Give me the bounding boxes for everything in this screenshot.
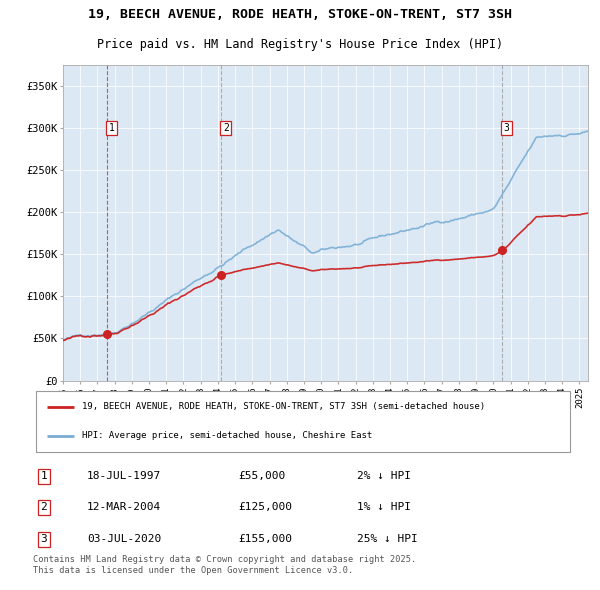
Text: 12-MAR-2004: 12-MAR-2004 [87,502,161,512]
Text: £55,000: £55,000 [238,471,286,481]
Text: 1: 1 [40,471,47,481]
Text: 2: 2 [40,502,47,512]
Text: 19, BEECH AVENUE, RODE HEATH, STOKE-ON-TRENT, ST7 3SH (semi-detached house): 19, BEECH AVENUE, RODE HEATH, STOKE-ON-T… [82,402,485,411]
Text: Price paid vs. HM Land Registry's House Price Index (HPI): Price paid vs. HM Land Registry's House … [97,38,503,51]
Text: 1: 1 [109,123,115,133]
Text: 3: 3 [503,123,509,133]
Text: 25% ↓ HPI: 25% ↓ HPI [357,535,418,545]
Text: Contains HM Land Registry data © Crown copyright and database right 2025.
This d: Contains HM Land Registry data © Crown c… [33,555,416,575]
Text: 2% ↓ HPI: 2% ↓ HPI [357,471,411,481]
Text: £125,000: £125,000 [238,502,292,512]
Text: 18-JUL-1997: 18-JUL-1997 [87,471,161,481]
Text: HPI: Average price, semi-detached house, Cheshire East: HPI: Average price, semi-detached house,… [82,431,372,440]
Text: 19, BEECH AVENUE, RODE HEATH, STOKE-ON-TRENT, ST7 3SH: 19, BEECH AVENUE, RODE HEATH, STOKE-ON-T… [88,8,512,21]
Text: 2: 2 [223,123,229,133]
Text: 03-JUL-2020: 03-JUL-2020 [87,535,161,545]
FancyBboxPatch shape [36,391,570,452]
Text: 3: 3 [40,535,47,545]
Text: 1% ↓ HPI: 1% ↓ HPI [357,502,411,512]
Text: £155,000: £155,000 [238,535,292,545]
